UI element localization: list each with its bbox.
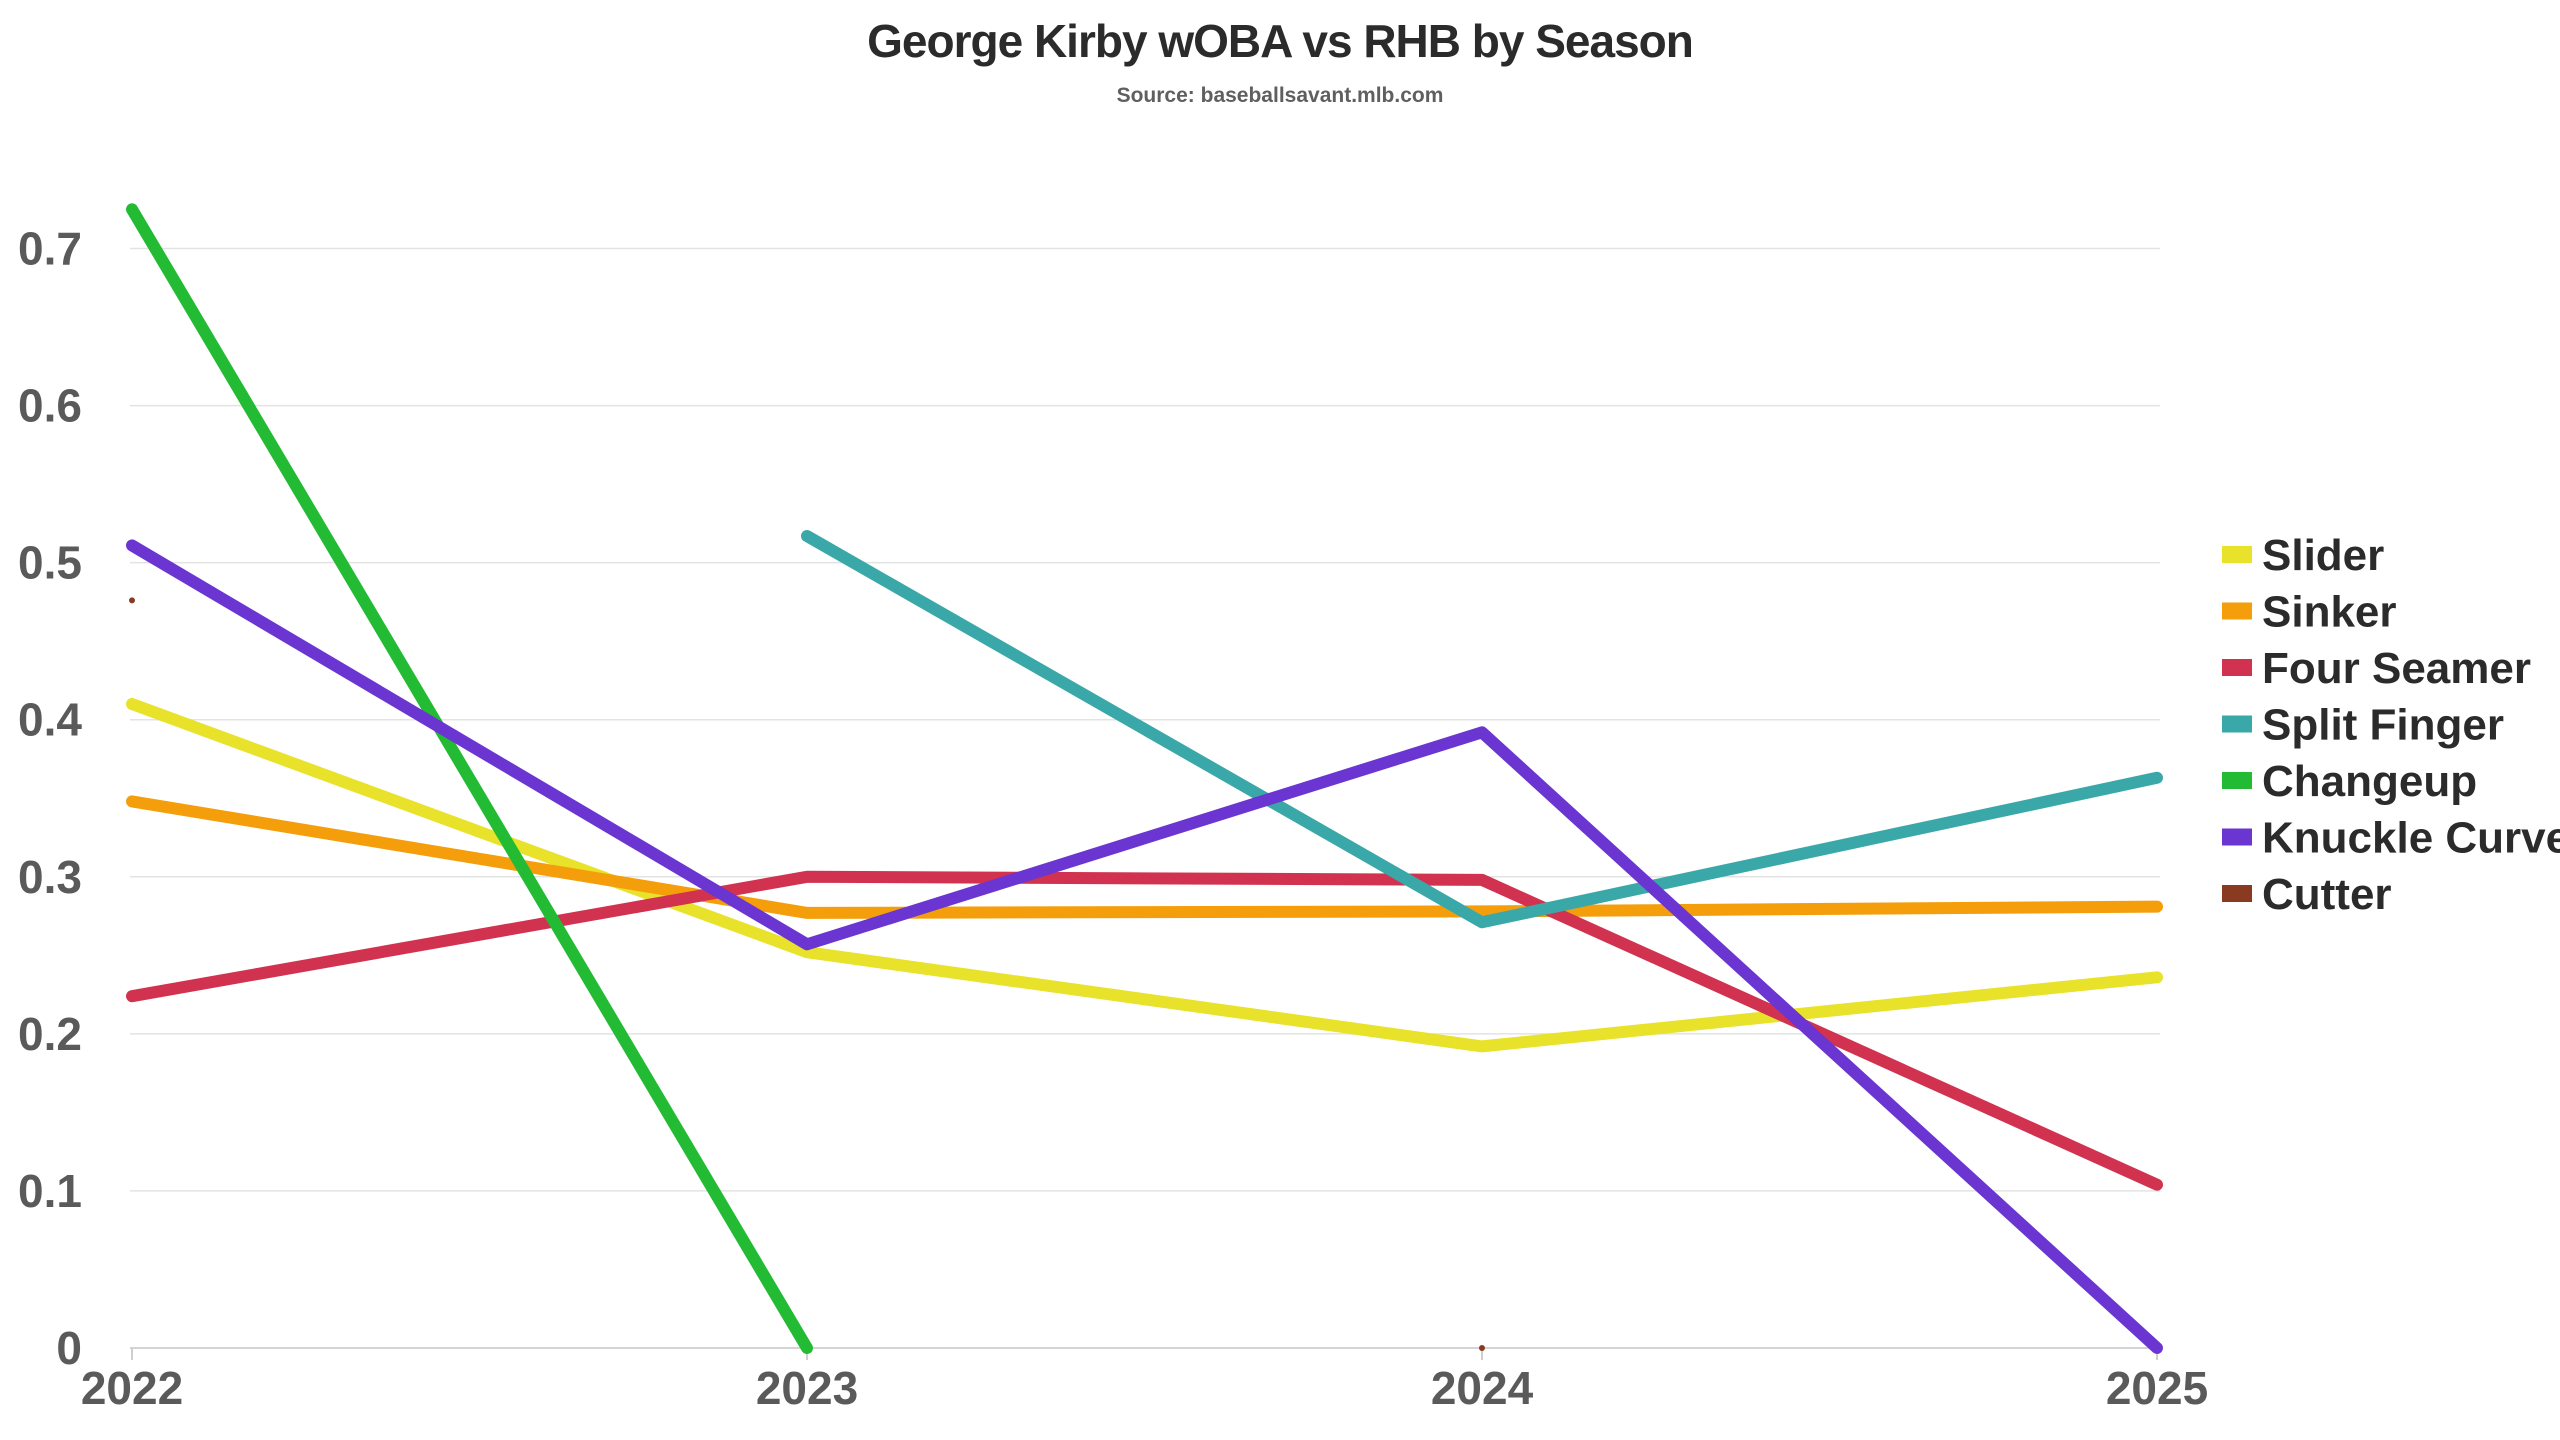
x-tick-label: 2025 (2106, 1362, 2208, 1414)
legend-label-changeup: Changeup (2262, 757, 2477, 806)
legend-swatch-split-finger (2222, 715, 2252, 733)
chart-title: George Kirby wOBA vs RHB by Season (867, 15, 1694, 67)
axes: 0 0.1 0.2 0.3 0.4 0.5 0.6 0.7 2022 2023 2024 2025 (18, 223, 2208, 1414)
series-point-cutter (1479, 1345, 1485, 1351)
y-tick-label: 0.2 (18, 1008, 82, 1060)
legend-swatch-four-seamer (2222, 659, 2252, 676)
series-point-cutter (129, 597, 135, 604)
chart-subtitle: Source: baseballsavant.mlb.com (1116, 84, 1444, 107)
y-tick-label: 0 (56, 1322, 82, 1374)
y-tick-label: 0.6 (18, 380, 82, 432)
legend-swatch-changeup (2222, 772, 2252, 789)
x-tick-label: 2023 (756, 1362, 858, 1414)
series-line-slider (126, 698, 2163, 1053)
series-lines (126, 203, 2163, 1354)
legend-swatch-slider (2222, 546, 2252, 563)
legend-label-four-seamer: Four Seamer (2262, 644, 2531, 693)
x-tick-label: 2024 (1431, 1362, 1534, 1414)
y-tick-label: 0.4 (18, 694, 82, 746)
series-line-split-finger (801, 530, 2163, 929)
legend-swatch-sinker (2222, 602, 2252, 620)
legend-label-slider: Slider (2262, 531, 2384, 580)
series-line-knuckle-curve (126, 539, 2163, 1354)
legend-label-knuckle-curve: Knuckle Curve (2262, 814, 2560, 863)
legend-swatch-cutter (2222, 885, 2252, 902)
legend-label-cutter: Cutter (2262, 870, 2392, 919)
y-tick-label: 0.5 (18, 537, 82, 589)
legend: Slider Sinker Four Seamer Split Finger Chang… (2222, 531, 2560, 919)
y-tick-label: 0.7 (18, 223, 82, 275)
legend-swatch-knuckle-curve (2222, 828, 2252, 846)
y-tick-label: 0.1 (18, 1165, 82, 1217)
series-line-changeup (126, 203, 813, 1354)
series-line-sinker (126, 795, 2163, 919)
legend-label-sinker: Sinker (2262, 588, 2397, 637)
y-tick-label: 0.3 (18, 851, 82, 903)
legend-label-split-finger: Split Finger (2262, 701, 2504, 750)
x-tick-label: 2022 (81, 1362, 183, 1414)
series-line-four-seamer (126, 870, 2163, 1191)
